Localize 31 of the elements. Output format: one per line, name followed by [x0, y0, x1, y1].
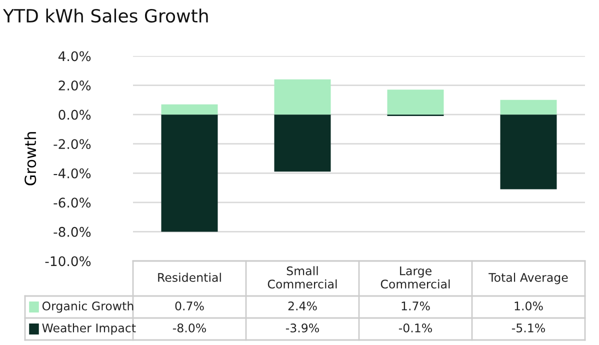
bar	[274, 79, 331, 115]
y-tick-label: -2.0%	[54, 139, 91, 150]
bar	[500, 100, 557, 115]
bar	[161, 104, 218, 115]
x-tick-label: Total Average	[488, 272, 568, 284]
bar	[274, 114, 331, 172]
y-tick-label: 4.0%	[58, 51, 91, 62]
chart-title: YTD kWh Sales Growth	[2, 8, 208, 23]
bar	[500, 114, 557, 190]
x-tick-label: Large Commercial	[380, 266, 450, 289]
y-tick-label: -8.0%	[54, 226, 91, 237]
bar	[161, 114, 218, 232]
y-axis-title: Growth	[24, 132, 36, 186]
data-label: -3.9%	[286, 323, 319, 332]
y-tick-label: 2.0%	[58, 80, 91, 90]
y-tick-label: 0.0%	[58, 110, 91, 120]
legend-label: Organic Growth	[42, 301, 134, 313]
data-label: 0.7%	[175, 301, 204, 310]
x-tick-label: Small Commercial	[268, 266, 337, 289]
bar	[387, 90, 444, 115]
data-label: 2.4%	[288, 301, 317, 310]
data-label: 1.0%	[514, 301, 543, 310]
data-label: 1.7%	[402, 301, 430, 310]
data-label: -5.1%	[512, 323, 545, 332]
y-tick-label: -4.0%	[54, 168, 91, 178]
legend-label: Weather Impact	[42, 323, 136, 335]
data-label: -0.1%	[398, 323, 432, 332]
data-label: -8.0%	[172, 323, 206, 332]
y-tick-label: -6.0%	[54, 198, 91, 208]
x-tick-label: Residential	[158, 272, 221, 282]
y-tick-label: -10.0%	[45, 256, 91, 266]
